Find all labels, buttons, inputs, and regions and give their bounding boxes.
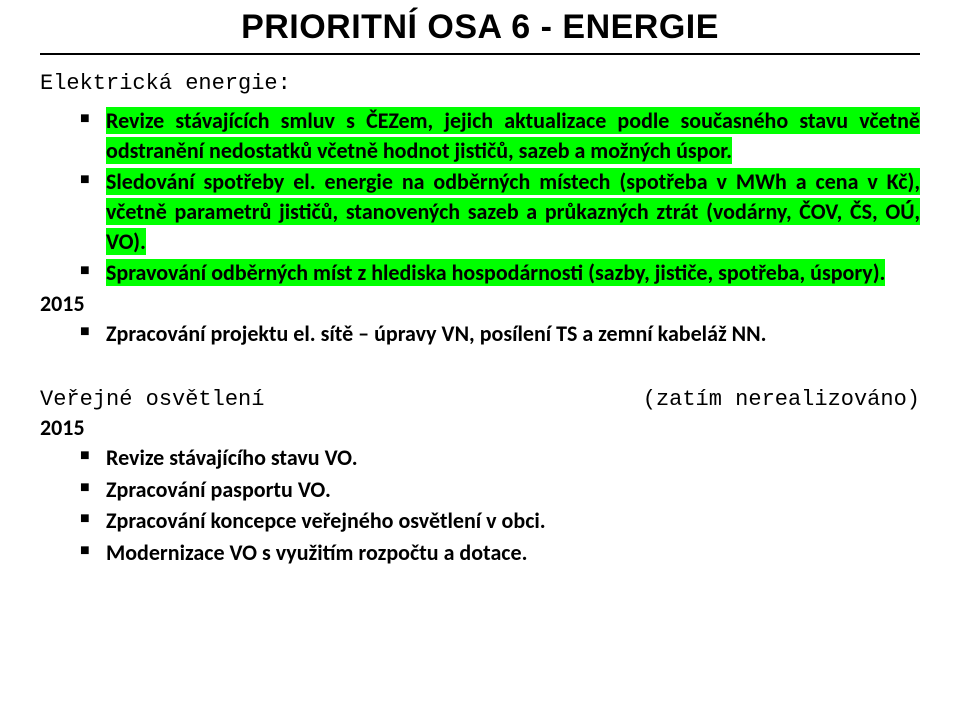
page-title: PRIORITNÍ OSA 6 - ENERGIE — [40, 8, 920, 47]
highlighted-text: Revize stávajících smluv s ČEZem, jejich… — [106, 107, 920, 164]
section1-list: Revize stávajících smluv s ČEZem, jejich… — [80, 106, 920, 288]
section2-year: 2015 — [40, 414, 920, 441]
list-item: Sledování spotřeby el. energie na odběrn… — [80, 167, 920, 256]
list-item: Spravování odběrných míst z hlediska hos… — [80, 258, 920, 288]
list-item: Zpracování pasportu VO. — [80, 475, 920, 505]
list-item: Revize stávajícího stavu VO. — [80, 443, 920, 473]
highlighted-text: Sledování spotřeby el. energie na odběrn… — [106, 168, 920, 254]
item-text: Revize stávajícího stavu VO. — [106, 444, 358, 471]
item-text: Zpracování pasportu VO. — [106, 476, 331, 503]
list-item: Zpracování koncepce veřejného osvětlení … — [80, 506, 920, 536]
list-item: Revize stávajících smluv s ČEZem, jejich… — [80, 106, 920, 165]
section2-note: (zatím nerealizováno) — [643, 387, 920, 412]
section1-after-year-list: Zpracování projektu el. sítě – úpravy VN… — [80, 319, 920, 349]
section2-list: Revize stávajícího stavu VO. Zpracování … — [80, 443, 920, 568]
section2-heading: Veřejné osvětlení — [40, 387, 264, 412]
title-rule — [40, 53, 920, 55]
list-item: Zpracování projektu el. sítě – úpravy VN… — [80, 319, 920, 349]
section1-heading: Elektrická energie: — [40, 71, 920, 96]
item-text: Modernizace VO s využitím rozpočtu a dot… — [106, 539, 527, 566]
list-item: Modernizace VO s využitím rozpočtu a dot… — [80, 538, 920, 568]
highlighted-text: Spravování odběrných míst z hlediska hos… — [106, 259, 885, 286]
section1-year: 2015 — [40, 290, 920, 317]
section-gap — [40, 351, 920, 383]
item-text: Zpracování projektu el. sítě – úpravy VN… — [106, 320, 767, 347]
item-text: Zpracování koncepce veřejného osvětlení … — [106, 507, 546, 534]
section2-heading-row: Veřejné osvětlení (zatím nerealizováno) — [40, 387, 920, 412]
